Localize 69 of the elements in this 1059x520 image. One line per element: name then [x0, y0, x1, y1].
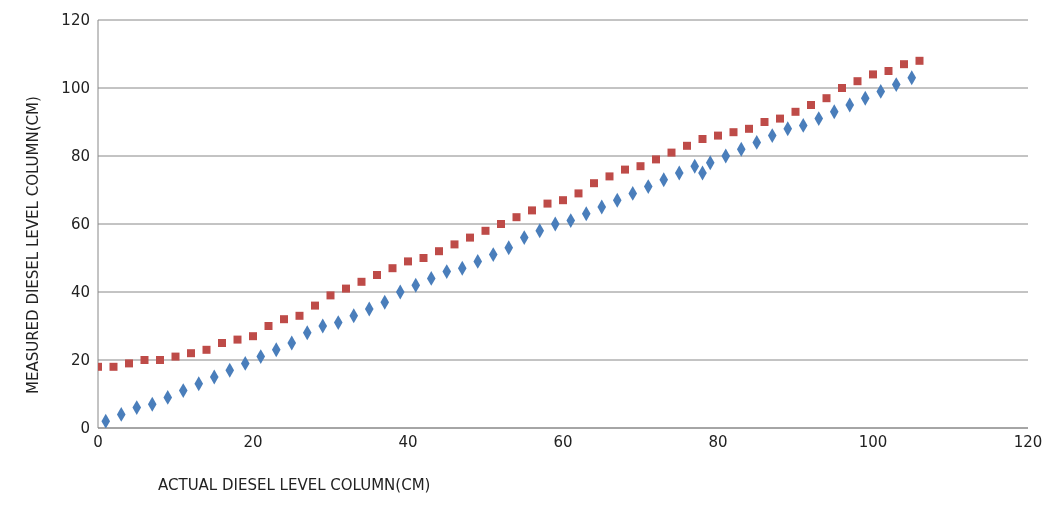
point [512, 213, 521, 222]
point [574, 189, 583, 198]
point [776, 114, 784, 123]
point [342, 284, 350, 293]
point [853, 77, 862, 86]
y-tick-label: 20 [70, 351, 90, 370]
point [915, 56, 924, 65]
point [218, 339, 226, 347]
point [264, 322, 273, 330]
point [388, 264, 397, 273]
point [791, 107, 800, 116]
point [729, 128, 738, 137]
point [528, 206, 536, 215]
point [900, 60, 908, 69]
x-axis-title: ACTUAL DIESEL LEVEL COLUMN(CM) [158, 476, 431, 494]
point [280, 315, 288, 324]
point [543, 199, 552, 208]
point [295, 311, 304, 320]
point [171, 352, 180, 361]
point [559, 196, 567, 205]
y-tick-label: 100 [61, 79, 90, 98]
x-tick-label: 80 [708, 432, 728, 451]
point [187, 349, 195, 358]
point [233, 335, 242, 344]
point [605, 172, 614, 181]
y-axis-title: MEASURED DIESEL LEVEL COLUMN(CM) [24, 96, 43, 394]
point [326, 291, 335, 300]
y-tick-label: 120 [61, 11, 90, 30]
point [838, 84, 846, 92]
point [373, 271, 381, 279]
point [140, 356, 149, 364]
x-tick-label: 100 [858, 432, 888, 451]
point [435, 247, 443, 256]
y-tick-label: 0 [80, 419, 90, 438]
point [884, 67, 893, 75]
y-tick-label: 60 [70, 215, 90, 234]
point [404, 257, 412, 266]
point [419, 254, 428, 262]
point [497, 220, 505, 228]
y-tick-label: 80 [70, 147, 90, 166]
point [590, 179, 598, 188]
point [714, 131, 722, 140]
point [683, 141, 691, 150]
point [698, 135, 707, 143]
y-tick-label: 40 [70, 283, 90, 302]
x-tick-label: 0 [93, 432, 103, 451]
point [357, 277, 366, 286]
point [667, 148, 676, 157]
point [822, 94, 831, 103]
point [125, 359, 133, 368]
point [202, 345, 211, 354]
point [869, 70, 877, 79]
x-tick-label: 40 [398, 432, 418, 451]
point [636, 162, 645, 171]
point [109, 362, 118, 371]
point [311, 301, 319, 310]
point [249, 332, 257, 341]
point [481, 226, 490, 235]
x-tick-label: 120 [1013, 432, 1043, 451]
x-tick-label: 60 [553, 432, 573, 451]
point [760, 118, 769, 126]
point [652, 155, 660, 164]
point [466, 233, 474, 242]
point [621, 165, 629, 174]
point [450, 240, 459, 249]
point [807, 101, 815, 109]
x-tick-label: 20 [243, 432, 263, 451]
point [745, 124, 753, 133]
point [156, 356, 164, 364]
